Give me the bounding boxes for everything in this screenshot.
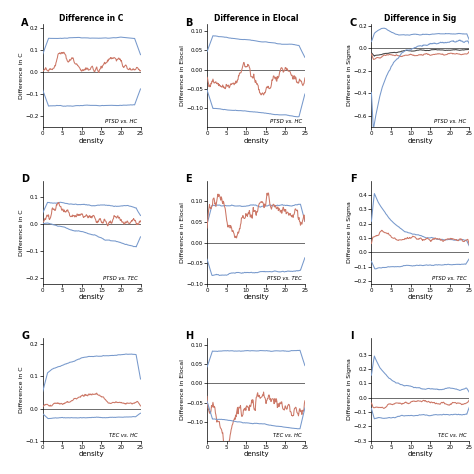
X-axis label: density: density	[79, 451, 104, 457]
Y-axis label: Difference in Sigma: Difference in Sigma	[347, 201, 353, 263]
Title: Difference in C: Difference in C	[59, 14, 124, 23]
Y-axis label: Difference in Elocal: Difference in Elocal	[180, 359, 184, 419]
Title: Difference in Elocal: Difference in Elocal	[214, 14, 298, 23]
X-axis label: density: density	[408, 451, 433, 457]
Text: B: B	[185, 18, 193, 27]
Text: PTSD vs. TEC: PTSD vs. TEC	[431, 276, 466, 281]
Text: PTSD vs. HC: PTSD vs. HC	[270, 119, 302, 124]
Text: PTSD vs. TEC: PTSD vs. TEC	[267, 276, 302, 281]
Text: TEC vs. HC: TEC vs. HC	[109, 433, 137, 438]
X-axis label: density: density	[243, 137, 269, 144]
Text: TEC vs. HC: TEC vs. HC	[273, 433, 302, 438]
Text: G: G	[21, 331, 29, 341]
Text: I: I	[350, 331, 354, 341]
X-axis label: density: density	[79, 137, 104, 144]
Title: Difference in Sig: Difference in Sig	[384, 14, 456, 23]
Text: PTSD vs. TEC: PTSD vs. TEC	[103, 276, 137, 281]
Y-axis label: Difference in Elocal: Difference in Elocal	[180, 45, 184, 106]
X-axis label: density: density	[243, 451, 269, 457]
Text: F: F	[350, 174, 356, 184]
X-axis label: density: density	[243, 294, 269, 301]
Text: TEC vs. HC: TEC vs. HC	[438, 433, 466, 438]
Text: E: E	[185, 174, 192, 184]
Text: A: A	[21, 18, 28, 27]
Y-axis label: Difference in C: Difference in C	[19, 366, 24, 412]
X-axis label: density: density	[408, 137, 433, 144]
X-axis label: density: density	[79, 294, 104, 301]
Y-axis label: Difference in C: Difference in C	[19, 209, 24, 255]
Y-axis label: Difference in Sigma: Difference in Sigma	[347, 45, 353, 106]
Y-axis label: Difference in C: Difference in C	[19, 52, 24, 99]
Text: PTSD vs. HC: PTSD vs. HC	[434, 119, 466, 124]
Y-axis label: Difference in Sigma: Difference in Sigma	[347, 358, 353, 420]
Text: C: C	[350, 18, 357, 27]
Text: H: H	[185, 331, 194, 341]
Text: PTSD vs. HC: PTSD vs. HC	[105, 119, 137, 124]
Y-axis label: Difference in Elocal: Difference in Elocal	[180, 202, 184, 263]
Text: D: D	[21, 174, 29, 184]
X-axis label: density: density	[408, 294, 433, 301]
